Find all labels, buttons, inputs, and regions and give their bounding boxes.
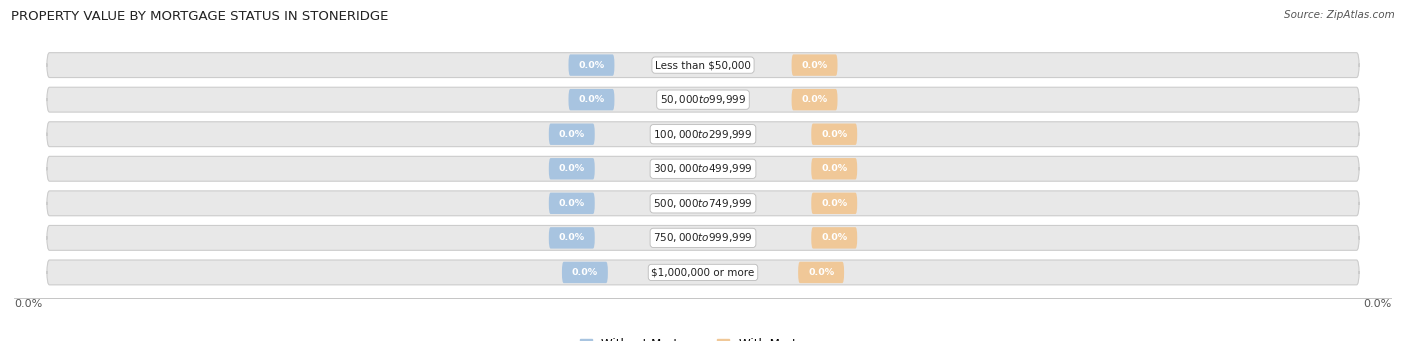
FancyBboxPatch shape xyxy=(811,227,858,249)
FancyBboxPatch shape xyxy=(811,158,858,179)
FancyBboxPatch shape xyxy=(811,193,858,214)
FancyBboxPatch shape xyxy=(548,123,595,145)
FancyBboxPatch shape xyxy=(792,89,838,110)
Text: 0.0%: 0.0% xyxy=(572,268,598,277)
FancyBboxPatch shape xyxy=(46,191,1360,216)
FancyBboxPatch shape xyxy=(46,225,1360,250)
Text: $1,000,000 or more: $1,000,000 or more xyxy=(651,267,755,278)
FancyBboxPatch shape xyxy=(46,260,1360,285)
Text: 0.0%: 0.0% xyxy=(1364,299,1392,309)
Text: $100,000 to $299,999: $100,000 to $299,999 xyxy=(654,128,752,141)
Text: 0.0%: 0.0% xyxy=(558,164,585,173)
Text: 0.0%: 0.0% xyxy=(14,299,42,309)
Text: 0.0%: 0.0% xyxy=(808,268,834,277)
FancyBboxPatch shape xyxy=(811,123,858,145)
Text: Less than $50,000: Less than $50,000 xyxy=(655,60,751,70)
Text: $750,000 to $999,999: $750,000 to $999,999 xyxy=(654,232,752,244)
FancyBboxPatch shape xyxy=(548,158,595,179)
Text: $50,000 to $99,999: $50,000 to $99,999 xyxy=(659,93,747,106)
Text: 0.0%: 0.0% xyxy=(558,130,585,139)
FancyBboxPatch shape xyxy=(548,193,595,214)
Text: 0.0%: 0.0% xyxy=(578,61,605,70)
Text: 0.0%: 0.0% xyxy=(801,61,828,70)
Text: PROPERTY VALUE BY MORTGAGE STATUS IN STONERIDGE: PROPERTY VALUE BY MORTGAGE STATUS IN STO… xyxy=(11,10,388,23)
FancyBboxPatch shape xyxy=(792,55,838,76)
FancyBboxPatch shape xyxy=(46,53,1360,77)
Text: Source: ZipAtlas.com: Source: ZipAtlas.com xyxy=(1284,10,1395,20)
Text: 0.0%: 0.0% xyxy=(558,233,585,242)
FancyBboxPatch shape xyxy=(562,262,607,283)
FancyBboxPatch shape xyxy=(46,122,1360,147)
FancyBboxPatch shape xyxy=(568,89,614,110)
Legend: Without Mortgage, With Mortgage: Without Mortgage, With Mortgage xyxy=(581,338,825,341)
Text: $500,000 to $749,999: $500,000 to $749,999 xyxy=(654,197,752,210)
FancyBboxPatch shape xyxy=(568,55,614,76)
FancyBboxPatch shape xyxy=(46,156,1360,181)
Text: 0.0%: 0.0% xyxy=(821,199,848,208)
Text: $300,000 to $499,999: $300,000 to $499,999 xyxy=(654,162,752,175)
Text: 0.0%: 0.0% xyxy=(821,130,848,139)
FancyBboxPatch shape xyxy=(799,262,844,283)
FancyBboxPatch shape xyxy=(46,87,1360,112)
Text: 0.0%: 0.0% xyxy=(821,164,848,173)
Text: 0.0%: 0.0% xyxy=(801,95,828,104)
Text: 0.0%: 0.0% xyxy=(821,233,848,242)
Text: 0.0%: 0.0% xyxy=(578,95,605,104)
FancyBboxPatch shape xyxy=(548,227,595,249)
Text: 0.0%: 0.0% xyxy=(558,199,585,208)
